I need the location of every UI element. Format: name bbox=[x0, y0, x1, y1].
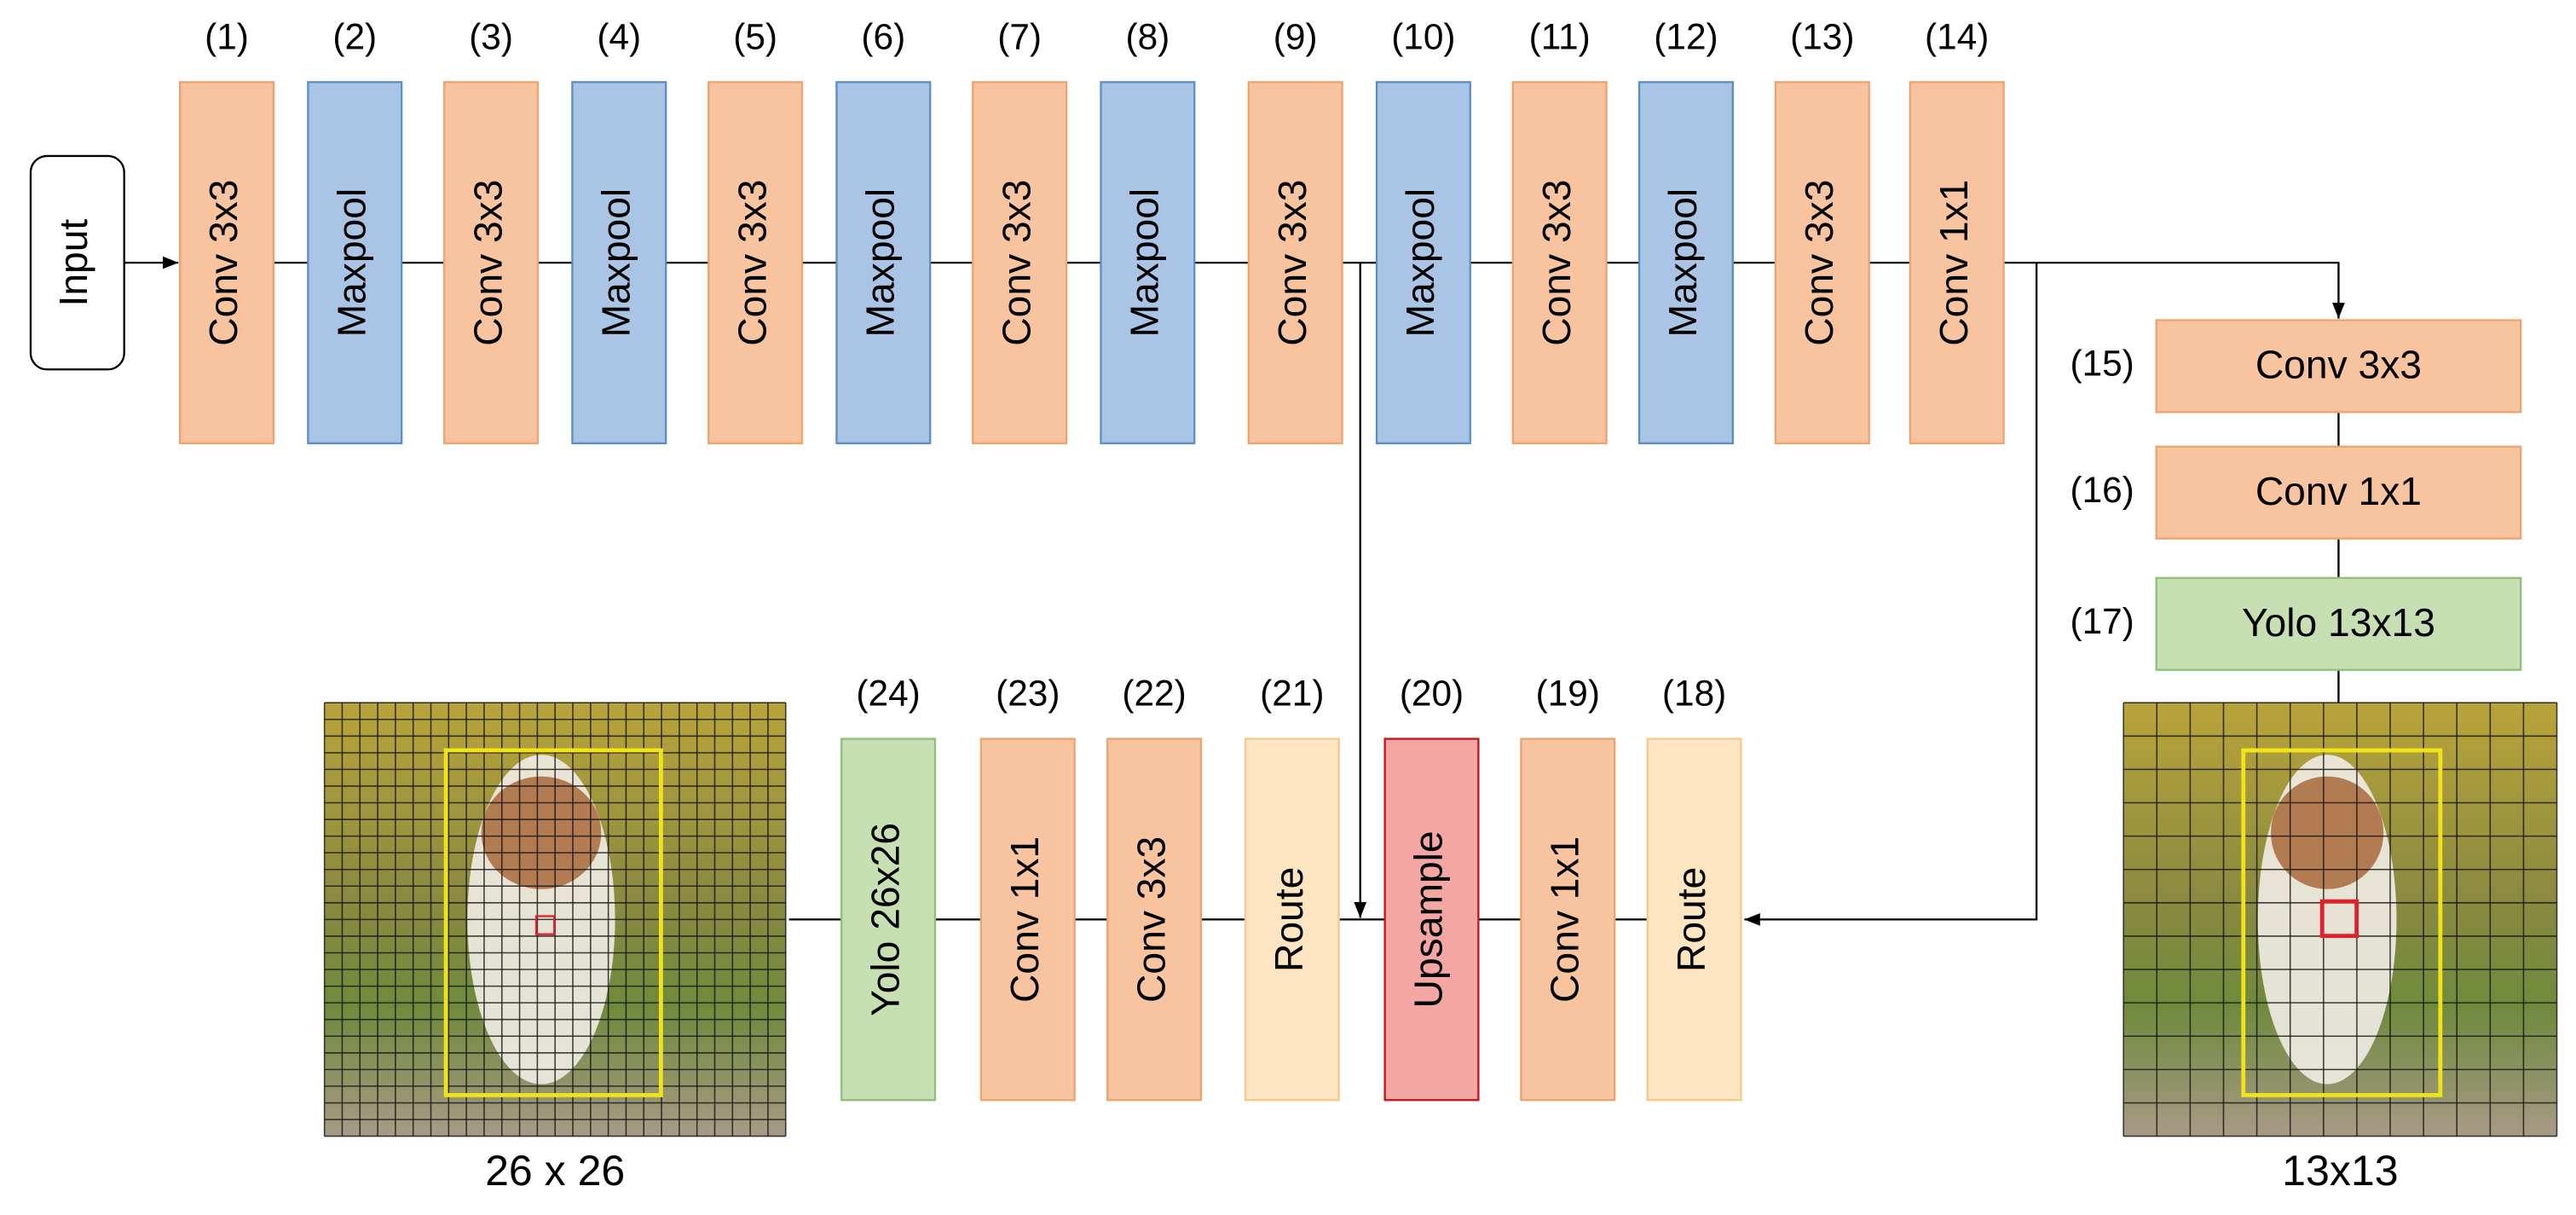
layer-label: Conv 1x1 bbox=[1932, 180, 1976, 346]
layer-index: (5) bbox=[733, 16, 777, 56]
layer-label: Conv 3x3 bbox=[465, 180, 510, 346]
layer-index: (18) bbox=[1662, 674, 1726, 714]
layer-index: (6) bbox=[861, 16, 905, 56]
image-caption: 26 x 26 bbox=[485, 1147, 625, 1195]
layer-box bbox=[443, 81, 540, 445]
layer-index: (10) bbox=[1391, 16, 1455, 56]
arrow bbox=[1744, 263, 2038, 926]
center-cell bbox=[534, 915, 556, 935]
layer-label: Conv 3x3 bbox=[2255, 343, 2422, 387]
layer-box bbox=[2155, 445, 2522, 540]
layer-label: Conv 3x3 bbox=[1270, 180, 1314, 346]
layer-index: (8) bbox=[1125, 16, 1170, 56]
layer-box bbox=[179, 81, 275, 445]
layer-label: Conv 3x3 bbox=[730, 180, 774, 346]
layer-index: (7) bbox=[997, 16, 1042, 56]
image-caption: 13x13 bbox=[2282, 1147, 2398, 1195]
layer-label: Maxpool bbox=[1123, 188, 1167, 338]
layer-index: (13) bbox=[1790, 16, 1854, 56]
layer-box bbox=[2155, 319, 2522, 414]
layer-index: (19) bbox=[1536, 674, 1600, 714]
layer-box bbox=[2155, 576, 2522, 671]
layer-index: (15) bbox=[2070, 344, 2134, 384]
center-cell bbox=[2319, 899, 2359, 939]
dog-head bbox=[2271, 776, 2384, 889]
layer-label: Upsample bbox=[1406, 830, 1451, 1008]
layer-label: Conv 3x3 bbox=[201, 180, 245, 346]
layer-box bbox=[979, 738, 1076, 1102]
detection-image bbox=[323, 702, 787, 1137]
layer-box bbox=[1247, 81, 1343, 445]
layer-label: Yolo 26x26 bbox=[863, 823, 907, 1016]
detection-image bbox=[2123, 702, 2558, 1137]
layer-box bbox=[972, 81, 1068, 445]
layer-box bbox=[1637, 81, 1735, 445]
layer-label: Route bbox=[1669, 867, 1713, 972]
layer-index: (14) bbox=[1925, 16, 1989, 56]
layer-box bbox=[307, 81, 403, 445]
layer-index: (11) bbox=[1529, 16, 1591, 56]
layer-index: (23) bbox=[996, 674, 1060, 714]
layer-index: (21) bbox=[1260, 674, 1324, 714]
layer-index: (3) bbox=[469, 16, 513, 56]
layer-box bbox=[1511, 81, 1608, 445]
bounding-box bbox=[2241, 748, 2443, 1097]
layer-index: (9) bbox=[1274, 16, 1318, 56]
layer-index: (2) bbox=[332, 16, 377, 56]
layer-box bbox=[571, 81, 667, 445]
bounding-box bbox=[443, 748, 663, 1097]
layer-label: Yolo 13x13 bbox=[2242, 600, 2435, 645]
layer-label: Maxpool bbox=[1661, 188, 1705, 338]
layer-index: (12) bbox=[1654, 16, 1718, 56]
layer-label: Route bbox=[1267, 867, 1311, 972]
layer-index: (24) bbox=[856, 674, 920, 714]
layer-box bbox=[835, 81, 932, 445]
layer-box bbox=[1909, 81, 2005, 445]
layer-label: Maxpool bbox=[1398, 188, 1442, 338]
layer-box bbox=[1774, 81, 1870, 445]
layer-index: (4) bbox=[597, 16, 641, 56]
layer-label: Conv 1x1 bbox=[2255, 469, 2422, 513]
layer-label: Conv 3x3 bbox=[1129, 836, 1173, 1003]
layer-box bbox=[1100, 81, 1196, 445]
layer-label: Conv 3x3 bbox=[1797, 180, 1841, 346]
layer-label: Conv 1x1 bbox=[1543, 836, 1587, 1003]
layer-box bbox=[840, 738, 937, 1102]
layer-index: (16) bbox=[2070, 470, 2134, 510]
layer-label: Conv 3x3 bbox=[994, 180, 1038, 346]
input-label: Input bbox=[51, 219, 95, 307]
layer-box bbox=[1383, 738, 1480, 1102]
layer-label: Conv 3x3 bbox=[1534, 180, 1579, 346]
dog-head bbox=[481, 776, 602, 889]
layer-label: Maxpool bbox=[329, 188, 373, 338]
layer-label: Maxpool bbox=[593, 188, 638, 338]
layer-box bbox=[1520, 738, 1616, 1102]
layer-box bbox=[1244, 738, 1340, 1102]
input-box bbox=[29, 154, 125, 371]
layer-box bbox=[1106, 738, 1203, 1102]
layer-index: (22) bbox=[1122, 674, 1186, 714]
layer-index: (1) bbox=[205, 16, 249, 56]
arrow bbox=[2036, 261, 2345, 319]
layer-box bbox=[1646, 738, 1742, 1102]
layer-box bbox=[1375, 81, 1471, 445]
layer-index: (17) bbox=[2070, 601, 2134, 641]
layer-box bbox=[708, 81, 804, 445]
layer-label: Conv 1x1 bbox=[1002, 836, 1047, 1003]
layer-label: Maxpool bbox=[858, 188, 903, 338]
layer-index: (20) bbox=[1400, 674, 1464, 714]
